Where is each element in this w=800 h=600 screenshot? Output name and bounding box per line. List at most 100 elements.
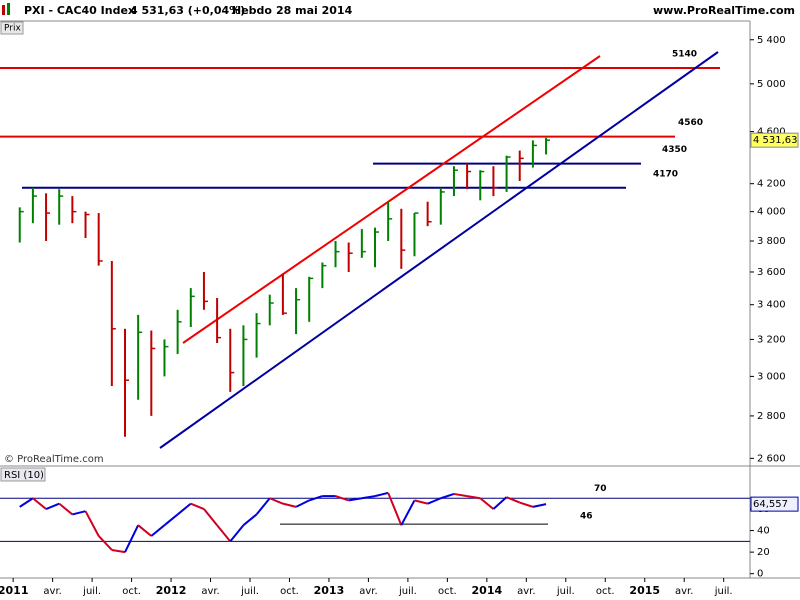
x-tick-label: 2013 bbox=[314, 584, 345, 597]
x-tick-label: juil. bbox=[82, 586, 101, 597]
rsi-segment bbox=[308, 495, 323, 502]
rsi-segment bbox=[479, 497, 495, 510]
rsi-segment bbox=[176, 502, 192, 516]
x-tick-label: juil. bbox=[556, 586, 575, 597]
y-tick-label: 2 600 bbox=[757, 453, 786, 464]
rsi-segment bbox=[348, 497, 363, 502]
rsi-segment bbox=[242, 513, 258, 526]
rsi-segment bbox=[282, 502, 297, 508]
x-tick-label: oct. bbox=[438, 586, 457, 597]
quote: 4 531,63 (+0,04%) bbox=[130, 4, 245, 17]
level-label: 5140 bbox=[672, 50, 697, 60]
rsi-segment bbox=[229, 524, 245, 542]
rsi-segment bbox=[45, 502, 60, 510]
x-tick-label: avr. bbox=[517, 586, 535, 597]
trend-line bbox=[182, 55, 601, 344]
x-tick-label: juil. bbox=[714, 586, 733, 597]
rsi-segment bbox=[295, 499, 310, 508]
y-tick-label: 20 bbox=[757, 547, 770, 558]
y-tick-label: 3 400 bbox=[757, 300, 786, 311]
period: Hebdo bbox=[232, 4, 272, 17]
x-tick-label: juil. bbox=[398, 586, 417, 597]
trend-line bbox=[159, 51, 719, 449]
y-tick-label: 3 000 bbox=[757, 371, 786, 382]
rsi-segment bbox=[137, 524, 152, 537]
y-tick-label: 4 200 bbox=[757, 179, 786, 190]
rsi-segment bbox=[150, 524, 166, 537]
rsi-segment bbox=[111, 548, 126, 554]
support-label: 46 bbox=[580, 512, 593, 522]
rsi-segment bbox=[427, 497, 442, 505]
rsi-segment bbox=[19, 497, 34, 508]
y-tick-label: 0 bbox=[757, 569, 763, 580]
rsi-segment bbox=[361, 495, 376, 500]
x-tick-label: avr. bbox=[43, 586, 61, 597]
icon bbox=[7, 3, 10, 15]
level-label: 4170 bbox=[653, 169, 678, 179]
y-tick-label: 5 000 bbox=[757, 79, 786, 90]
guide-label: 70 bbox=[594, 484, 607, 494]
watermark: © ProRealTime.com bbox=[4, 454, 104, 465]
last-value-box bbox=[750, 496, 799, 512]
rsi-segment bbox=[255, 497, 271, 516]
last-value-label: 64,557 bbox=[753, 499, 788, 510]
x-tick-label: avr. bbox=[675, 586, 693, 597]
site: www.ProRealTime.com bbox=[653, 4, 795, 17]
rsi-segment bbox=[453, 492, 468, 498]
rsi-segment bbox=[72, 510, 86, 516]
x-tick-label: oct. bbox=[596, 586, 615, 597]
rsi-segment bbox=[400, 499, 416, 526]
x-tick-label: avr. bbox=[359, 586, 377, 597]
last-value-box bbox=[750, 132, 799, 148]
rsi-segment bbox=[84, 510, 100, 537]
rsi-segment bbox=[216, 524, 232, 542]
level-label: 4350 bbox=[662, 145, 687, 155]
y-tick-label: 2 800 bbox=[757, 411, 786, 422]
rsi-segment bbox=[335, 495, 349, 502]
y-tick-label: 3 200 bbox=[757, 334, 786, 345]
x-tick-label: oct. bbox=[122, 586, 141, 597]
rsi-segment bbox=[492, 496, 508, 510]
rsi-segment bbox=[269, 497, 284, 505]
x-tick-label: juil. bbox=[240, 586, 259, 597]
x-tick-label: 2015 bbox=[629, 584, 660, 597]
rsi-segment bbox=[124, 524, 140, 553]
rsi-segment bbox=[190, 502, 205, 510]
rsi-segment bbox=[203, 508, 218, 526]
rsi-segment bbox=[532, 503, 547, 508]
panel-label: Prix bbox=[4, 24, 21, 34]
rsi-segment bbox=[32, 497, 47, 510]
rsi-segment bbox=[163, 513, 179, 526]
rsi-segment bbox=[414, 499, 428, 505]
y-tick-label: 3 600 bbox=[757, 267, 786, 278]
title: PXI - CAC40 Index bbox=[24, 4, 135, 17]
rsi-segment bbox=[58, 502, 74, 516]
x-tick-label: 2011 bbox=[0, 584, 28, 597]
y-tick-label: 40 bbox=[757, 526, 770, 537]
x-tick-label: 2014 bbox=[472, 584, 503, 597]
y-tick-label: 5 400 bbox=[757, 35, 786, 46]
panel-label: RSI (10) bbox=[4, 470, 44, 481]
panel-label-box bbox=[0, 467, 46, 482]
icon bbox=[2, 5, 5, 15]
rsi-segment bbox=[387, 492, 403, 526]
rsi-segment bbox=[97, 535, 113, 551]
panel-label-box bbox=[0, 21, 24, 35]
last-value-label: 4 531,63 bbox=[753, 135, 798, 146]
x-tick-label: avr. bbox=[201, 586, 219, 597]
rsi-segment bbox=[466, 495, 481, 500]
rsi-segment bbox=[506, 496, 521, 504]
y-tick-label: 4 600 bbox=[757, 127, 786, 138]
y-tick-label: 4 000 bbox=[757, 207, 786, 218]
x-tick-label: 2012 bbox=[156, 584, 187, 597]
x-tick-label: oct. bbox=[280, 586, 299, 597]
rsi-segment bbox=[374, 491, 389, 498]
rsi-segment bbox=[440, 492, 455, 500]
level-label: 4560 bbox=[678, 118, 703, 128]
date: 28 mai 2014 bbox=[276, 4, 353, 17]
rsi-segment bbox=[519, 501, 534, 508]
y-tick-label: 3 800 bbox=[757, 236, 786, 247]
